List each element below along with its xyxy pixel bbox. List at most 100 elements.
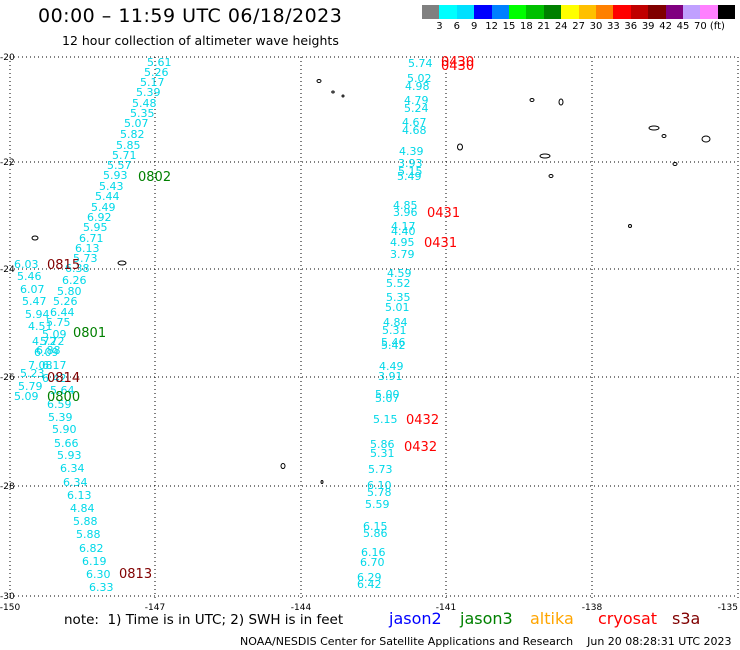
wave-height-value: 5.26 <box>144 66 169 79</box>
wave-height-value: 5.15 <box>373 413 398 426</box>
legend-label: 18 <box>520 21 533 32</box>
legend-swatch <box>439 5 457 19</box>
wave-height-value: 6.70 <box>360 556 385 569</box>
wave-height-value: 6.13 <box>67 489 92 502</box>
wave-height-value: 5.35 <box>130 107 155 120</box>
wave-height-value: 6.09 <box>34 346 59 359</box>
wave-height-value: 6.38 <box>65 262 90 275</box>
time-label: 0813 <box>119 567 152 582</box>
wave-height-value: 5.09 <box>14 390 39 403</box>
wave-height-value: 6.34 <box>60 462 85 475</box>
island-icon <box>648 125 660 131</box>
wave-height-value: 6.03 <box>14 258 39 271</box>
wave-height-value: 5.93 <box>103 169 128 182</box>
wave-height-value: 5.31 <box>370 447 395 460</box>
satellite-legend-item: jason2 <box>389 609 442 628</box>
wave-height-value: 6.42 <box>42 372 67 385</box>
wave-height-value: 6.59 <box>47 398 72 411</box>
time-label: 0815 <box>47 258 80 273</box>
map-subtitle: 12 hour collection of altimeter wave hei… <box>62 33 339 48</box>
island-icon <box>316 79 322 83</box>
time-label: 0800 <box>47 390 80 405</box>
island-icon <box>628 224 632 228</box>
latitude-label: -28 <box>0 482 15 492</box>
time-label: 0430 <box>441 55 474 70</box>
latitude-label: -30 <box>0 592 15 602</box>
wave-height-value: 5.93 <box>57 449 82 462</box>
longitude-label: -141 <box>436 603 456 613</box>
wave-height-value: 6.34 <box>63 476 88 489</box>
wave-height-value: 4.39 <box>399 145 424 158</box>
legend-label: 24 <box>554 21 568 32</box>
legend-swatch <box>648 5 666 19</box>
latitude-label: -22 <box>0 158 15 168</box>
wave-height-value: 5.09 <box>42 328 67 341</box>
wave-height-value: 5.85 <box>116 139 141 152</box>
wave-height-value: 4.68 <box>402 124 427 137</box>
wave-height-value: 5.78 <box>367 486 392 499</box>
wave-height-value: 4.98 <box>405 80 430 93</box>
wave-height-value: 5.86 <box>370 438 395 451</box>
legend-label: 45 <box>676 21 690 32</box>
wave-height-value: 4.67 <box>402 116 427 129</box>
wave-height-value: 5.07 <box>124 117 149 130</box>
wave-height-value: 6.92 <box>87 211 112 224</box>
wave-height-value: 5.31 <box>382 324 407 337</box>
legend-label: 30 <box>589 21 603 32</box>
island-icon <box>341 94 345 98</box>
island-icon <box>117 260 127 266</box>
wave-height-value: 5.00 <box>375 388 400 401</box>
legend-swatch <box>543 5 562 19</box>
legend-swatch <box>526 5 544 19</box>
legend-label: 12 <box>485 21 498 32</box>
wave-height-value: 4.40 <box>391 225 416 238</box>
wave-height-value: 5.57 <box>107 159 132 172</box>
map-title: 00:00 – 11:59 UTC 06/18/2023 <box>38 5 343 27</box>
wave-height-value: 5.42 <box>381 339 406 352</box>
wave-height-value: 7.08 <box>28 359 53 372</box>
island-icon <box>31 235 39 241</box>
credit-line: NOAA/NESDIS Center for Satellite Applica… <box>240 635 732 648</box>
wave-height-value: 5.07 <box>375 392 400 405</box>
wave-height-value: 5.52 <box>386 277 411 290</box>
wave-height-value: 4.51 <box>28 320 53 333</box>
legend-label: 21 <box>537 21 551 32</box>
wave-height-value: 6.29 <box>357 571 382 584</box>
wave-height-value: 5.49 <box>397 170 422 183</box>
latitude-label: -24 <box>0 265 15 275</box>
island-icon <box>529 98 535 102</box>
latitude-label: -26 <box>0 373 15 383</box>
wave-height-value: 5.74 <box>408 57 433 70</box>
legend-label: 42 <box>659 21 672 32</box>
legend-swatch <box>683 5 701 19</box>
island-icon <box>280 463 286 469</box>
satellite-legend-item: cryosat <box>598 609 658 628</box>
wave-height-value: 4.59 <box>387 267 412 280</box>
wave-height-value: 3.79 <box>390 248 415 261</box>
island-icon <box>661 134 667 138</box>
time-label: 0431 <box>427 206 460 221</box>
satellite-legend-item: s3a <box>672 609 701 628</box>
wave-height-value: 5.88 <box>73 515 98 528</box>
longitude-label: -150 <box>0 603 20 613</box>
wave-height-value: 5.86 <box>363 527 388 540</box>
wave-height-value: 4.79 <box>404 94 429 107</box>
wave-height-value: 5.61 <box>147 56 172 69</box>
legend-swatch <box>561 5 579 19</box>
legend-label: 70 <box>694 21 707 32</box>
wave-height-value: 6.17 <box>42 359 67 372</box>
wave-height-value: 6.16 <box>361 546 386 559</box>
island-icon <box>558 98 564 106</box>
wave-height-value: 5.73 <box>73 252 98 265</box>
wave-height-value: 5.39 <box>48 411 73 424</box>
satellite-legend-item: altika <box>530 609 574 628</box>
wave-height-value: 5.02 <box>407 72 432 85</box>
wave-height-value: 5.23 <box>20 367 45 380</box>
island-icon <box>457 143 463 151</box>
longitude-label: -147 <box>145 603 165 613</box>
wave-height-value: 6.26 <box>62 274 87 287</box>
wave-height-value: 5.94 <box>25 308 50 321</box>
wave-height-value: 5.72 <box>40 335 65 348</box>
island-icon <box>331 90 335 94</box>
